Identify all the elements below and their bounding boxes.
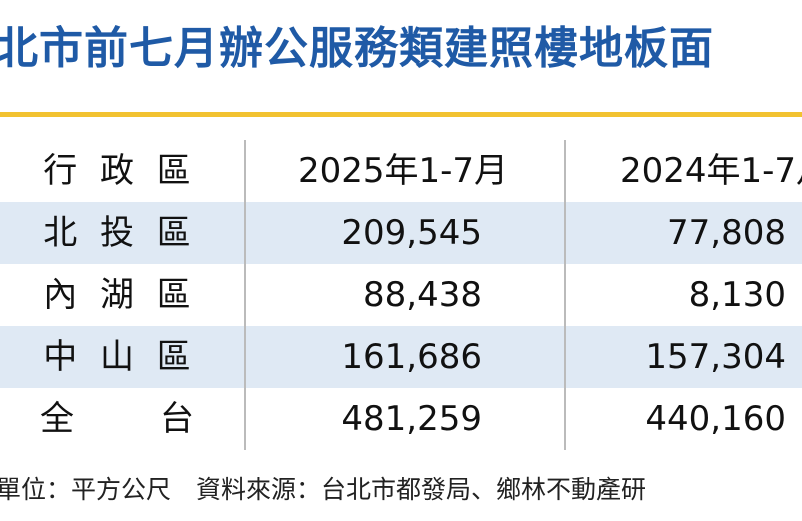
header-row: 行 政 區 2025年1-7月 2024年1-7月 [0,140,802,202]
title: 北市前七月辦公服務類建照樓地板面 [0,23,714,74]
table-row: 全 台 481,259 440,160 [0,388,802,450]
value-cell: 77,808 [667,213,786,253]
table: 行 政 區 2025年1-7月 2024年1-7月北 投 區 209,545 77,80… [0,140,802,450]
value-cell: 157,304 [645,337,786,377]
footer-note: 單位：平方公尺 資料來源：台北市都發局、鄉林不動產研 [0,475,647,504]
district-cell: 中 山 區 [43,337,197,377]
title-rule [0,112,802,117]
value-cell: 481,259 [341,399,482,439]
value-cell: 2024年1-7月 [620,151,802,191]
column-separator [244,140,246,450]
value-cell: 2025年1-7月 [298,151,509,191]
value-cell: 8,130 [688,275,786,315]
table-row: 北 投 區 209,545 77,808 [0,202,802,264]
column-separator [564,140,566,450]
value-cell: 88,438 [363,275,482,315]
value-cell: 161,686 [341,337,482,377]
table-row: 內 湖 區 88,438 8,130 [0,264,802,326]
district-cell: 北 投 區 [43,213,197,253]
value-cell: 440,160 [645,399,786,439]
table-row: 中 山 區 161,686 157,304 [0,326,802,388]
district-cell: 行 政 區 [43,151,197,191]
district-cell: 全 台 [40,399,200,439]
district-cell: 內 湖 區 [43,275,197,315]
value-cell: 209,545 [341,213,482,253]
